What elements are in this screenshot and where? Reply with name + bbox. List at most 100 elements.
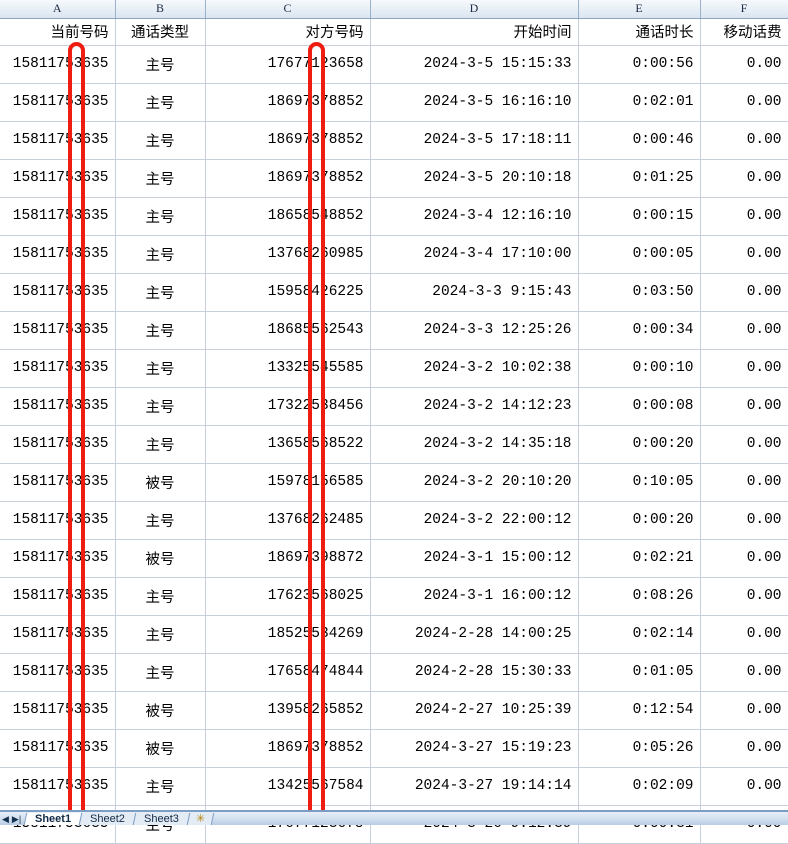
cell-c20[interactable]: 18697378852 (205, 729, 371, 768)
cell-a15[interactable]: 15811753635 (0, 539, 116, 578)
cell-e2[interactable]: 0:00:56 (578, 45, 701, 84)
cell-c7[interactable]: 13768260985 (205, 235, 371, 274)
cell-b2[interactable]: 主号 (115, 45, 206, 84)
column-header-b[interactable]: B (115, 0, 206, 19)
cell-e8[interactable]: 0:03:50 (578, 273, 701, 312)
cell-b3[interactable]: 主号 (115, 83, 206, 122)
cell-d21[interactable]: 2024-3-27 19:14:14 (370, 767, 579, 806)
sheet-tab-sheet1[interactable]: Sheet1 (23, 813, 83, 825)
cell-d12[interactable]: 2024-3-2 14:35:18 (370, 425, 579, 464)
cell-a20[interactable]: 15811753635 (0, 729, 116, 768)
cell-f18[interactable]: 0.00 (700, 653, 788, 692)
cell-a6[interactable]: 15811753635 (0, 197, 116, 236)
cell-d20[interactable]: 2024-3-27 15:19:23 (370, 729, 579, 768)
header-cell-c[interactable]: 对方号码 (205, 18, 371, 46)
cell-f6[interactable]: 0.00 (700, 197, 788, 236)
cell-c12[interactable]: 13658568522 (205, 425, 371, 464)
cell-c21[interactable]: 13425567584 (205, 767, 371, 806)
cell-a11[interactable]: 15811753635 (0, 387, 116, 426)
cell-c5[interactable]: 18697378852 (205, 159, 371, 198)
column-header-e[interactable]: E (578, 0, 701, 19)
cell-b19[interactable]: 被号 (115, 691, 206, 730)
cell-d13[interactable]: 2024-3-2 20:10:20 (370, 463, 579, 502)
cell-e6[interactable]: 0:00:15 (578, 197, 701, 236)
cell-a12[interactable]: 15811753635 (0, 425, 116, 464)
cell-b20[interactable]: 被号 (115, 729, 206, 768)
cell-a21[interactable]: 15811753635 (0, 767, 116, 806)
column-header-c[interactable]: C (205, 0, 371, 19)
cell-f4[interactable]: 0.00 (700, 121, 788, 160)
cell-b12[interactable]: 主号 (115, 425, 206, 464)
cell-f2[interactable]: 0.00 (700, 45, 788, 84)
new-sheet-button[interactable]: ✳ (186, 813, 215, 825)
header-cell-f[interactable]: 移动话费 (700, 18, 788, 46)
cell-d3[interactable]: 2024-3-5 16:16:10 (370, 83, 579, 122)
cell-e14[interactable]: 0:00:20 (578, 501, 701, 540)
cell-f17[interactable]: 0.00 (700, 615, 788, 654)
cell-c8[interactable]: 15958426225 (205, 273, 371, 312)
cell-d11[interactable]: 2024-3-2 14:12:23 (370, 387, 579, 426)
cell-b11[interactable]: 主号 (115, 387, 206, 426)
cell-b21[interactable]: 主号 (115, 767, 206, 806)
cell-c6[interactable]: 18658548852 (205, 197, 371, 236)
cell-d15[interactable]: 2024-3-1 15:00:12 (370, 539, 579, 578)
cell-b15[interactable]: 被号 (115, 539, 206, 578)
cell-a18[interactable]: 15811753635 (0, 653, 116, 692)
cell-e12[interactable]: 0:00:20 (578, 425, 701, 464)
cell-a19[interactable]: 15811753635 (0, 691, 116, 730)
cell-f15[interactable]: 0.00 (700, 539, 788, 578)
cell-c17[interactable]: 18525534269 (205, 615, 371, 654)
cell-e17[interactable]: 0:02:14 (578, 615, 701, 654)
cell-e19[interactable]: 0:12:54 (578, 691, 701, 730)
cell-c18[interactable]: 17658474844 (205, 653, 371, 692)
cell-e16[interactable]: 0:08:26 (578, 577, 701, 616)
cell-a2[interactable]: 15811753635 (0, 45, 116, 84)
cell-b16[interactable]: 主号 (115, 577, 206, 616)
cell-d8[interactable]: 2024-3-3 9:15:43 (370, 273, 579, 312)
cell-a10[interactable]: 15811753635 (0, 349, 116, 388)
cell-f13[interactable]: 0.00 (700, 463, 788, 502)
sheet-nav-buttons[interactable]: ◀ ▶| (0, 814, 25, 825)
cell-e5[interactable]: 0:01:25 (578, 159, 701, 198)
cell-f19[interactable]: 0.00 (700, 691, 788, 730)
cell-e9[interactable]: 0:00:34 (578, 311, 701, 350)
cell-d6[interactable]: 2024-3-4 12:16:10 (370, 197, 579, 236)
cell-b9[interactable]: 主号 (115, 311, 206, 350)
cell-b17[interactable]: 主号 (115, 615, 206, 654)
cell-e18[interactable]: 0:01:05 (578, 653, 701, 692)
cell-d16[interactable]: 2024-3-1 16:00:12 (370, 577, 579, 616)
cell-b13[interactable]: 被号 (115, 463, 206, 502)
cell-c2[interactable]: 17677123658 (205, 45, 371, 84)
cell-d18[interactable]: 2024-2-28 15:30:33 (370, 653, 579, 692)
cell-e15[interactable]: 0:02:21 (578, 539, 701, 578)
cell-b8[interactable]: 主号 (115, 273, 206, 312)
cell-d19[interactable]: 2024-2-27 10:25:39 (370, 691, 579, 730)
cell-f14[interactable]: 0.00 (700, 501, 788, 540)
cell-c11[interactable]: 17322538456 (205, 387, 371, 426)
header-cell-e[interactable]: 通话时长 (578, 18, 701, 46)
cell-e7[interactable]: 0:00:05 (578, 235, 701, 274)
cell-a8[interactable]: 15811753635 (0, 273, 116, 312)
cell-f7[interactable]: 0.00 (700, 235, 788, 274)
cell-f3[interactable]: 0.00 (700, 83, 788, 122)
cell-c4[interactable]: 18697378852 (205, 121, 371, 160)
cell-d10[interactable]: 2024-3-2 10:02:38 (370, 349, 579, 388)
cell-a17[interactable]: 15811753635 (0, 615, 116, 654)
cell-a3[interactable]: 15811753635 (0, 83, 116, 122)
cell-c15[interactable]: 18697398872 (205, 539, 371, 578)
cell-d5[interactable]: 2024-3-5 20:10:18 (370, 159, 579, 198)
cell-a4[interactable]: 15811753635 (0, 121, 116, 160)
column-header-d[interactable]: D (370, 0, 579, 19)
nav-last-icon[interactable]: ▶| (11, 814, 22, 824)
cell-a14[interactable]: 15811753635 (0, 501, 116, 540)
cell-f12[interactable]: 0.00 (700, 425, 788, 464)
cell-b7[interactable]: 主号 (115, 235, 206, 274)
column-header-a[interactable]: A (0, 0, 116, 19)
cell-f9[interactable]: 0.00 (700, 311, 788, 350)
cell-c10[interactable]: 13325545585 (205, 349, 371, 388)
cell-f5[interactable]: 0.00 (700, 159, 788, 198)
cell-a9[interactable]: 15811753635 (0, 311, 116, 350)
cell-b4[interactable]: 主号 (115, 121, 206, 160)
cell-b10[interactable]: 主号 (115, 349, 206, 388)
cell-c16[interactable]: 17623568025 (205, 577, 371, 616)
